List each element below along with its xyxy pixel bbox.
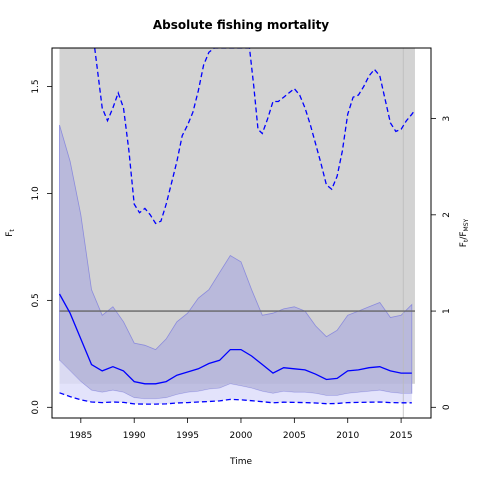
y-tick-label: 0.0 [31,400,41,415]
lower-ci-band-area [59,360,412,405]
f-estimate-line [58,293,412,385]
y2-axis-label-subscript-msy: MSY [463,218,470,231]
x-tick-label: 2000 [230,431,253,441]
relative-f-lower-dashed-line [59,392,412,405]
plot-area [58,48,416,418]
x-tick-label: 1990 [123,431,146,441]
y2-axis-label: Ft/FMSY [459,218,470,247]
y2-axis-label-main: F [459,242,469,247]
axes: 1985 1990 1995 2000 2005 2010 2015 0.0 0.5 1.0 1.5… [31,47,452,441]
y2-axis-label-divider: /F [459,231,469,239]
y2-tick-label: 3 [442,116,452,122]
chart-title: Absolute fishing mortality [153,18,329,32]
relative-f-upper-dashed-line [94,48,416,225]
x-axis-label: Time [229,457,252,467]
y2-tick-label: 1 [442,308,452,314]
plot-frame [51,47,432,419]
plot-content [58,48,416,418]
y-tick-label: 1.0 [31,186,41,201]
y-axis-label-main: F [5,232,15,237]
x-tick-label: 2010 [336,431,359,441]
x-tick-label: 2005 [283,431,306,441]
x-tick-label: 1995 [176,431,199,441]
x-tick-label: 2015 [390,431,413,441]
y-tick-label: 1.5 [31,79,41,93]
x-tick-label: 1985 [69,431,92,441]
y-tick-label: 0.5 [31,293,41,307]
y-axis-label: Ft [5,229,16,237]
y2-tick-label: 0 [442,404,452,410]
y2-tick-label: 2 [442,212,452,218]
y-axis-label-subscript: t [9,229,16,232]
y2-axis-label-subscript: t [463,239,470,242]
